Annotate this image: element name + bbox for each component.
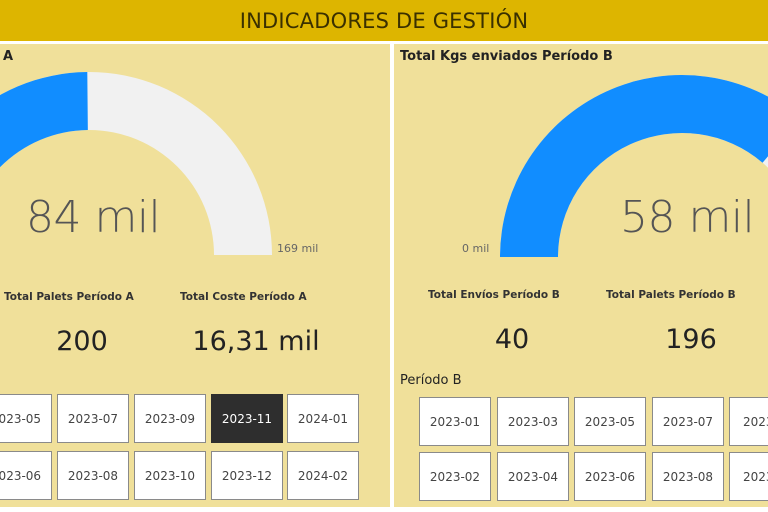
slicer-b-item[interactable]: 2023-02 bbox=[419, 452, 491, 501]
slicer-a-item-selected[interactable]: 2023-11 bbox=[211, 394, 283, 443]
gauge-a-max-label: 169 mil bbox=[277, 242, 319, 255]
slicer-b-item[interactable]: 2023-01 bbox=[419, 397, 491, 446]
slicer-b-title: Período B bbox=[400, 373, 462, 388]
dashboard-header: INDICADORES DE GESTIÓN bbox=[0, 0, 768, 41]
gauge-a-value: 84 mil bbox=[26, 192, 161, 243]
slicer-a-item[interactable]: 2023-09 bbox=[134, 394, 206, 443]
panel-b: Total Kgs enviados Período B 0 mil 58 mi… bbox=[394, 44, 768, 507]
slicer-a-item[interactable]: 2023-08 bbox=[57, 451, 129, 500]
gauge-a bbox=[0, 72, 272, 255]
gauge-a-fill bbox=[0, 72, 88, 168]
dashboard-title: INDICADORES DE GESTIÓN bbox=[239, 8, 529, 33]
slicer-b-item[interactable]: 2023-08 bbox=[652, 452, 724, 501]
slicer-b-item[interactable]: 2023 bbox=[729, 452, 768, 501]
kpi-total-envios-b-value: 40 bbox=[494, 324, 530, 355]
gauge-b-min-label: 0 mil bbox=[462, 242, 490, 255]
kpi-total-palets-a-value: 200 bbox=[56, 326, 108, 357]
kpi-total-envios-b-label: Total Envíos Período B bbox=[428, 289, 560, 301]
slicer-a-item[interactable]: 2023-05 bbox=[0, 394, 52, 443]
kpi-total-palets-a-label: Total Palets Período A bbox=[4, 291, 134, 303]
panel-a: A 84 mil 169 mil Total Palets Período A … bbox=[0, 44, 390, 507]
slicer-a-item[interactable]: 2024-01 bbox=[287, 394, 359, 443]
slicer-a-item[interactable]: 2023-12 bbox=[211, 451, 283, 500]
kpi-total-coste-a-label: Total Coste Período A bbox=[180, 291, 307, 303]
slicer-a-item[interactable]: 2023-10 bbox=[134, 451, 206, 500]
panel-a-title: A bbox=[3, 49, 14, 64]
slicer-a-item[interactable]: 2023-07 bbox=[57, 394, 129, 443]
slicer-b-item[interactable]: 2023-05 bbox=[574, 397, 646, 446]
gauge-b-value: 58 mil bbox=[620, 192, 755, 243]
gauge-b-fill bbox=[500, 75, 768, 257]
kpi-total-palets-b-value: 196 bbox=[665, 324, 717, 355]
kpi-total-palets-b-label: Total Palets Período B bbox=[606, 289, 736, 301]
slicer-b-item[interactable]: 2023-06 bbox=[574, 452, 646, 501]
slicer-b-item[interactable]: 2023-04 bbox=[497, 452, 569, 501]
slicer-b-item[interactable]: 2023-07 bbox=[652, 397, 724, 446]
panel-b-title: Total Kgs enviados Período B bbox=[400, 49, 613, 64]
slicer-a-item[interactable]: 2023-06 bbox=[0, 451, 52, 500]
slicer-a-item[interactable]: 2024-02 bbox=[287, 451, 359, 500]
kpi-total-coste-a-value: 16,31 mil bbox=[192, 326, 320, 357]
gauge-b bbox=[500, 75, 768, 257]
slicer-b-item[interactable]: 2023-03 bbox=[497, 397, 569, 446]
slicer-b-item[interactable]: 2023 bbox=[729, 397, 768, 446]
